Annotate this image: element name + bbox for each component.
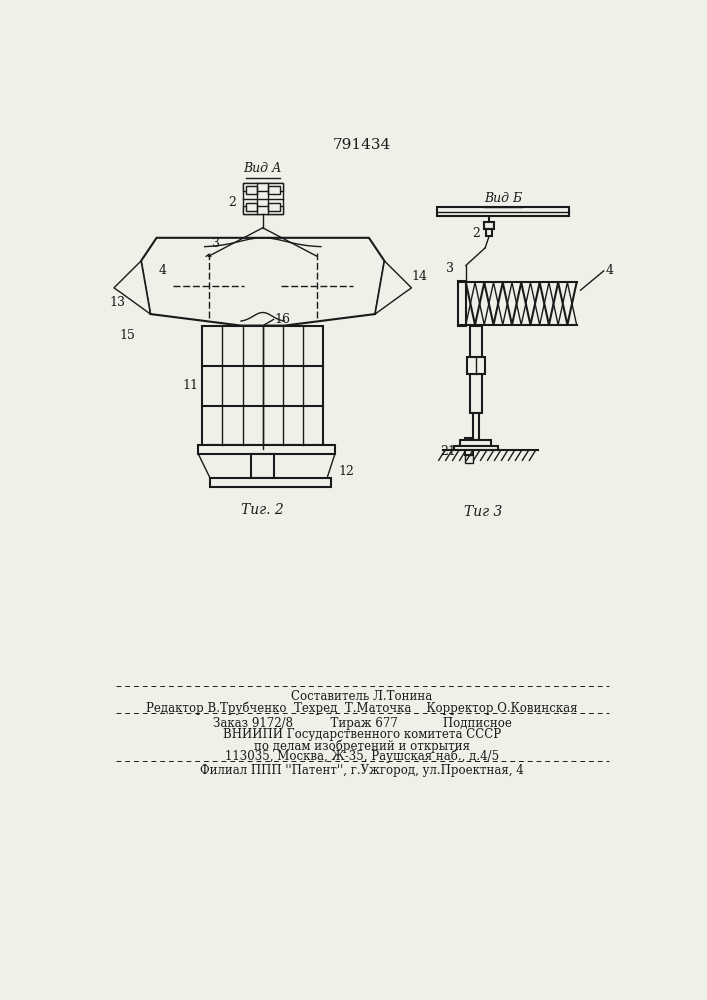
Ellipse shape	[173, 253, 244, 318]
Text: Заказ 9172/8          Тираж 677            Подписное: Заказ 9172/8 Тираж 677 Подписное	[213, 717, 511, 730]
Text: 13: 13	[110, 296, 126, 309]
Text: Составитель Л.Тонина: Составитель Л.Тонина	[291, 690, 433, 703]
Bar	[460, 440, 491, 446]
Text: 3: 3	[212, 237, 220, 250]
Bar	[268, 186, 280, 194]
Text: 14: 14	[411, 270, 428, 283]
Bar	[246, 203, 257, 211]
Bar	[484, 222, 494, 229]
Text: 2: 2	[472, 227, 480, 240]
Bar	[467, 357, 485, 374]
Text: 12: 12	[339, 465, 355, 478]
Text: 16: 16	[274, 313, 291, 326]
Bar	[210, 478, 331, 487]
Bar	[465, 455, 473, 463]
Text: Филиал ППП ''Патент'', г.Ужгород, ул.Проектная, 4: Филиал ППП ''Патент'', г.Ужгород, ул.Про…	[200, 764, 524, 777]
Text: 113035, Москва, Ж-35, Раушская наб., д.4/5: 113035, Москва, Ж-35, Раушская наб., д.4…	[225, 750, 499, 763]
Bar	[465, 438, 473, 455]
Bar	[202, 326, 323, 445]
Text: по делам изобретений и открытия: по делам изобретений и открытия	[254, 739, 470, 753]
Text: Редактор В.Трубченко  Техред  Т.Маточка    Корректор О.Ковинская: Редактор В.Трубченко Техред Т.Маточка Ко…	[146, 701, 578, 715]
Text: 15: 15	[119, 329, 135, 342]
Text: 791434: 791434	[333, 138, 391, 152]
Text: Τиг 3: Τиг 3	[464, 505, 503, 519]
Bar	[437, 207, 569, 216]
Bar	[473, 413, 479, 440]
Text: 3: 3	[446, 262, 454, 275]
Polygon shape	[375, 261, 411, 314]
Polygon shape	[114, 261, 151, 314]
Polygon shape	[141, 238, 385, 326]
Text: Τиг. 2: Τиг. 2	[241, 503, 284, 517]
Text: ВНИИПИ Государственного комитета СССР: ВНИИПИ Государственного комитета СССР	[223, 728, 501, 741]
Text: 4: 4	[606, 264, 614, 277]
Text: 4: 4	[158, 264, 167, 277]
Ellipse shape	[281, 253, 353, 318]
Bar	[458, 281, 466, 326]
Bar	[243, 183, 283, 214]
Bar	[243, 183, 283, 191]
Bar	[454, 446, 498, 450]
Bar	[469, 326, 482, 413]
Bar	[243, 206, 283, 214]
Text: 21: 21	[440, 445, 457, 458]
Text: Вид Б: Вид Б	[484, 192, 522, 205]
Text: 11: 11	[182, 379, 199, 392]
Text: 2: 2	[228, 196, 236, 209]
Bar	[246, 186, 257, 194]
Bar	[251, 454, 274, 478]
Bar	[486, 229, 492, 236]
Bar	[199, 445, 335, 454]
Text: Вид А: Вид А	[243, 162, 282, 175]
Bar	[268, 203, 280, 211]
